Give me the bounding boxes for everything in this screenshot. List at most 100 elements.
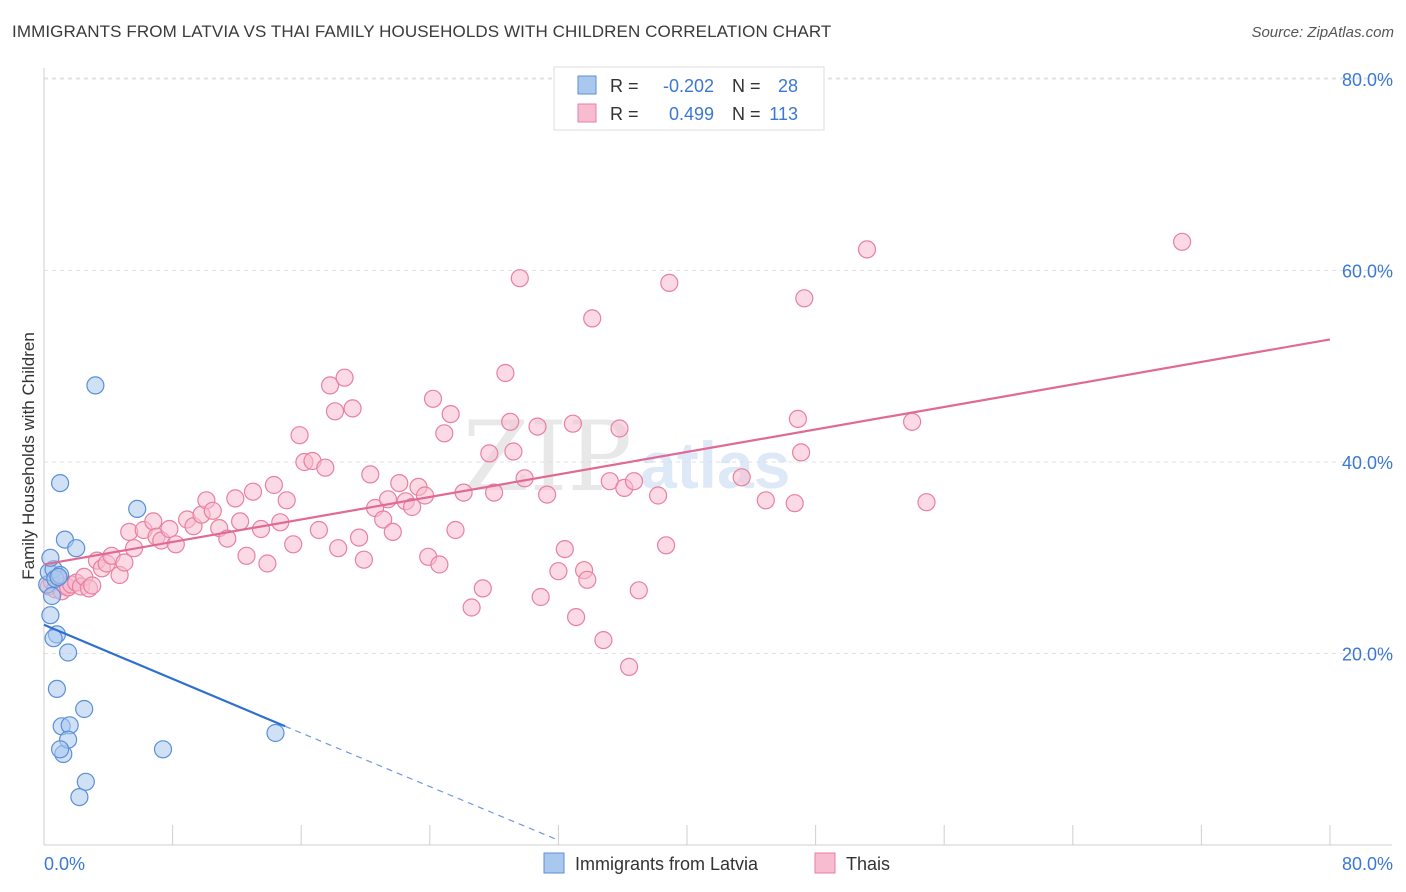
- y-tick-label-80: 80.0%: [1342, 70, 1393, 90]
- point-thais-44: [290, 426, 309, 445]
- point-thais-60: [383, 522, 402, 542]
- trend-lines: [43, 338, 1331, 841]
- trend-line-latvia-extension: [284, 725, 559, 841]
- point-latvia-23: [128, 499, 147, 518]
- legend-series-swatch-thais: [814, 852, 836, 874]
- point-thais-39: [258, 554, 277, 573]
- point-thais-34: [226, 489, 245, 508]
- point-thais-61: [390, 474, 409, 493]
- point-thais-90: [578, 570, 597, 589]
- tick-labels: 20.0% 40.0% 60.0% 80.0% 0.0% 80.0%: [44, 70, 1393, 874]
- point-thais-105: [788, 409, 808, 428]
- y-tick-label-60: 60.0%: [1342, 262, 1393, 282]
- x-tick-label-80: 80.0%: [1342, 854, 1393, 874]
- point-thais-67: [423, 389, 443, 408]
- point-thais-111: [1172, 232, 1192, 251]
- legend-series-label-thais: Thais: [846, 854, 890, 874]
- legend-series-swatch-latvia: [543, 852, 565, 874]
- point-thais-56: [361, 465, 380, 484]
- legend-n-value-2: 113: [769, 104, 798, 124]
- chart-source: Source: ZipAtlas.com: [1251, 24, 1394, 41]
- point-thais-73: [462, 598, 481, 617]
- y-tick-label-20: 20.0%: [1342, 645, 1393, 665]
- legend-r-label-1: R =: [610, 76, 639, 96]
- point-thais-63: [403, 497, 422, 517]
- point-latvia-20: [70, 787, 89, 807]
- point-thais-18: [115, 553, 134, 572]
- point-thais-85: [549, 562, 568, 581]
- point-latvia-27: [49, 567, 68, 587]
- point-thais-99: [648, 486, 668, 505]
- point-thais-33: [218, 529, 237, 548]
- point-thais-83: [531, 587, 550, 607]
- data-points: [38, 232, 1192, 807]
- point-thais-55: [354, 550, 373, 569]
- point-thais-65: [415, 486, 435, 505]
- point-thais-77: [496, 363, 515, 383]
- point-thais-82: [528, 417, 547, 436]
- point-thais-110: [917, 493, 936, 512]
- legend-series: Immigrants from Latvia Thais: [543, 852, 890, 874]
- point-latvia-8: [47, 679, 67, 699]
- point-thais-98: [629, 581, 648, 600]
- point-latvia-2: [41, 606, 60, 625]
- point-thais-71: [446, 520, 465, 540]
- point-thais-50: [325, 402, 345, 421]
- point-thais-51: [329, 539, 348, 558]
- legend-r-label-2: R =: [610, 104, 639, 124]
- point-thais-22: [144, 512, 163, 531]
- point-thais-37: [243, 482, 263, 501]
- point-thais-69: [435, 424, 454, 443]
- point-thais-79: [504, 442, 523, 461]
- point-thais-38: [251, 519, 271, 539]
- legend-n-value-1: 28: [778, 76, 798, 96]
- point-latvia-24: [153, 740, 173, 759]
- point-thais-36: [237, 546, 256, 565]
- point-thais-107: [795, 289, 814, 308]
- point-thais-74: [473, 579, 492, 598]
- point-thais-53: [343, 399, 362, 418]
- point-latvia-3: [42, 586, 62, 606]
- point-thais-94: [610, 419, 629, 438]
- grid-lines: [44, 77, 1392, 654]
- point-thais-47: [309, 520, 328, 540]
- point-latvia-10: [50, 474, 70, 493]
- y-axis-label: Family Households with Children: [19, 332, 38, 580]
- point-thais-96: [619, 657, 639, 677]
- legend-r-value-2: 0.499: [669, 104, 714, 124]
- axes: [43, 68, 1392, 846]
- point-thais-42: [277, 491, 296, 510]
- legend-swatch-thais: [577, 103, 597, 123]
- point-latvia-19: [75, 699, 94, 719]
- point-thais-103: [756, 491, 775, 510]
- point-thais-97: [624, 472, 644, 491]
- legend-swatch-latvia: [577, 75, 597, 95]
- point-thais-106: [791, 443, 811, 462]
- y-tick-label-40: 40.0%: [1342, 453, 1393, 473]
- point-thais-12: [83, 576, 102, 595]
- point-thais-102: [732, 468, 751, 487]
- chart-title: IMMIGRANTS FROM LATVIA VS THAI FAMILY HO…: [12, 22, 832, 41]
- point-thais-87: [563, 414, 583, 433]
- point-latvia-25: [266, 723, 285, 743]
- legend-n-label-2: N =: [732, 104, 761, 124]
- point-latvia-22: [86, 376, 105, 395]
- point-thais-76: [485, 483, 504, 502]
- legend-box: [553, 66, 825, 131]
- point-latvia-18: [67, 539, 86, 558]
- point-thais-58: [374, 510, 393, 529]
- point-thais-109: [902, 412, 922, 431]
- point-thais-100: [656, 536, 676, 555]
- point-thais-101: [660, 273, 679, 292]
- point-latvia-14: [58, 643, 78, 662]
- point-thais-86: [555, 539, 574, 559]
- point-thais-35: [231, 512, 250, 531]
- point-thais-68: [430, 555, 449, 574]
- point-latvia-17: [50, 740, 70, 759]
- trend-line-thais: [43, 338, 1331, 566]
- legend-stats: R = -0.202 N = 28 R = 0.499 N = 113: [553, 66, 825, 131]
- point-latvia-21: [76, 772, 95, 791]
- point-thais-31: [203, 501, 222, 520]
- point-thais-54: [350, 528, 369, 547]
- point-thais-104: [785, 494, 804, 513]
